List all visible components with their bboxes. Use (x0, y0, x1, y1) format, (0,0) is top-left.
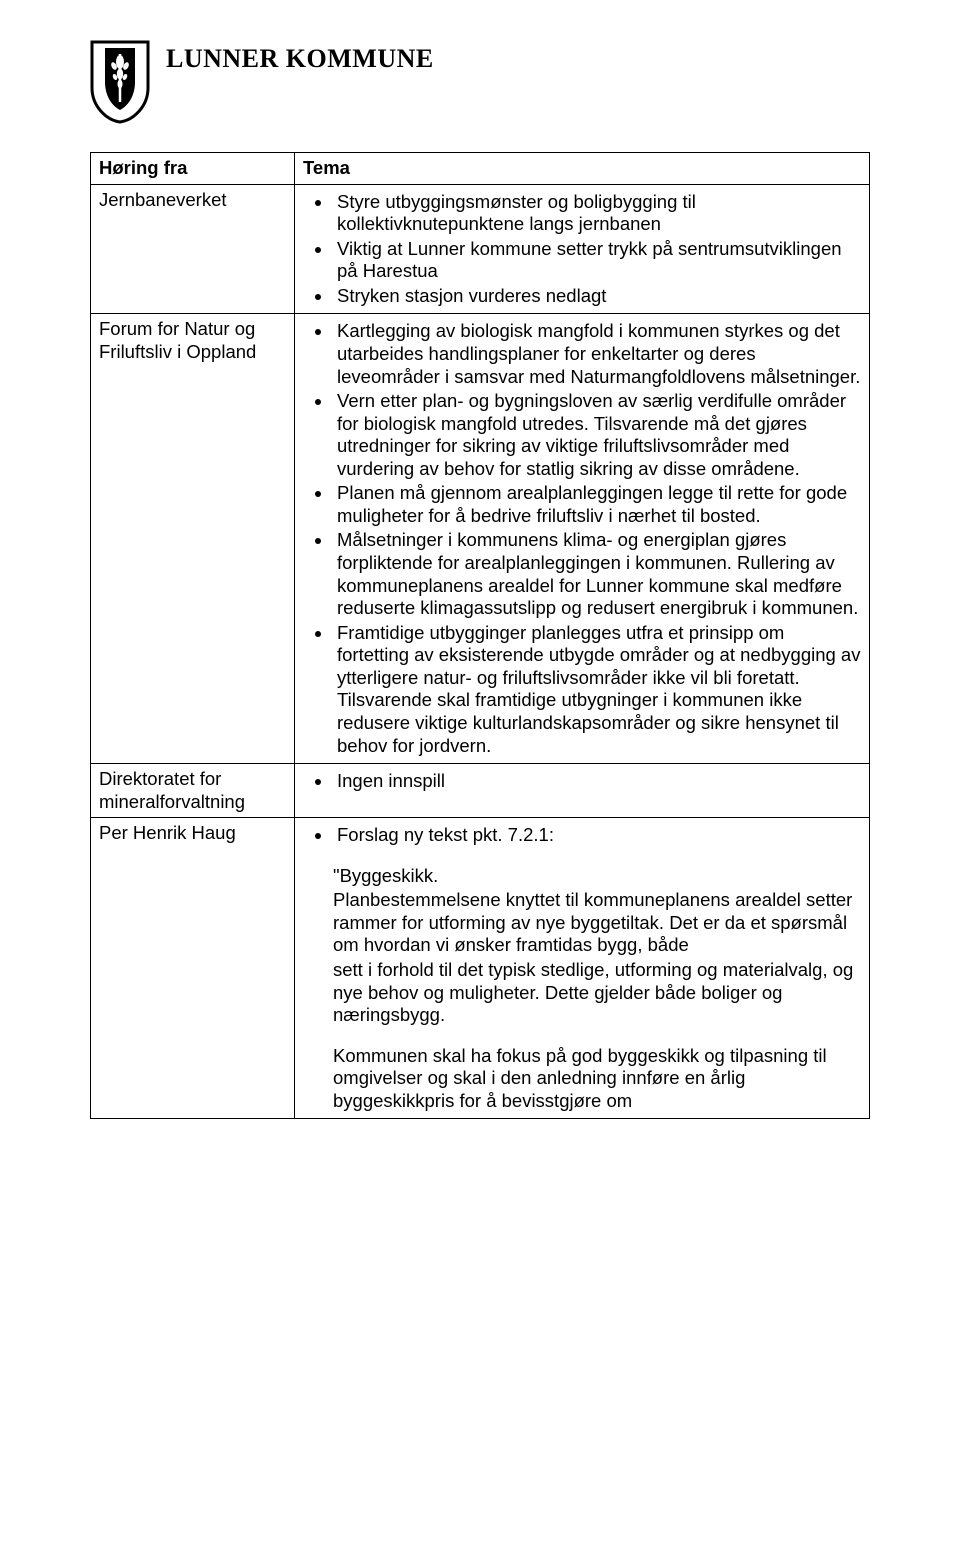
list-item: Planen må gjennom arealplanleggingen leg… (333, 482, 861, 527)
bullet-list: Kartlegging av biologisk mangfold i komm… (303, 320, 861, 757)
paragraph: Planbestemmelsene knyttet til kommunepla… (333, 889, 861, 957)
header-left: Høring fra (91, 153, 295, 185)
bullet-list: Ingen innspill (303, 770, 861, 793)
cell-source: Direktoratet for mineralforvaltning (91, 764, 295, 818)
list-item: Målsetninger i kommunens klima- og energ… (333, 529, 861, 619)
table-header-row: Høring fra Tema (91, 153, 870, 185)
table-row: Per Henrik Haug Forslag ny tekst pkt. 7.… (91, 818, 870, 1119)
list-item: Viktig at Lunner kommune setter trykk på… (333, 238, 861, 283)
org-title: LUNNER KOMMUNE (166, 40, 434, 74)
document-header: LUNNER KOMMUNE (90, 40, 870, 124)
bullet-list: Forslag ny tekst pkt. 7.2.1: (303, 824, 861, 847)
cell-content: Ingen innspill (295, 764, 870, 818)
cell-content: Forslag ny tekst pkt. 7.2.1: "Byggeskikk… (295, 818, 870, 1119)
list-item: Styre utbyggingsmønster og boligbygging … (333, 191, 861, 236)
paragraph: Kommunen skal ha fokus på god byggeskikk… (333, 1045, 861, 1113)
cell-source: Forum for Natur og Friluftsliv i Oppland (91, 314, 295, 764)
paragraph: "Byggeskikk. (333, 865, 861, 888)
cell-source: Per Henrik Haug (91, 818, 295, 1119)
cell-source: Jernbaneverket (91, 184, 295, 314)
page: LUNNER KOMMUNE Høring fra Tema Jernbanev… (0, 0, 960, 1139)
table-row: Jernbaneverket Styre utbyggingsmønster o… (91, 184, 870, 314)
bullet-list: Styre utbyggingsmønster og boligbygging … (303, 191, 861, 308)
list-item: Ingen innspill (333, 770, 861, 793)
shield-logo-icon (90, 40, 150, 124)
table-row: Forum for Natur og Friluftsliv i Oppland… (91, 314, 870, 764)
list-item: Kartlegging av biologisk mangfold i komm… (333, 320, 861, 388)
list-item: Forslag ny tekst pkt. 7.2.1: (333, 824, 861, 847)
header-right: Tema (295, 153, 870, 185)
cell-content: Styre utbyggingsmønster og boligbygging … (295, 184, 870, 314)
cell-content: Kartlegging av biologisk mangfold i komm… (295, 314, 870, 764)
list-item: Framtidige utbygginger planlegges utfra … (333, 622, 861, 757)
list-item: Vern etter plan- og bygningsloven av sær… (333, 390, 861, 480)
paragraph: sett i forhold til det typisk stedlige, … (333, 959, 861, 1027)
table-row: Direktoratet for mineralforvaltning Inge… (91, 764, 870, 818)
list-item: Stryken stasjon vurderes nedlagt (333, 285, 861, 308)
hearing-table: Høring fra Tema Jernbaneverket Styre utb… (90, 152, 870, 1119)
